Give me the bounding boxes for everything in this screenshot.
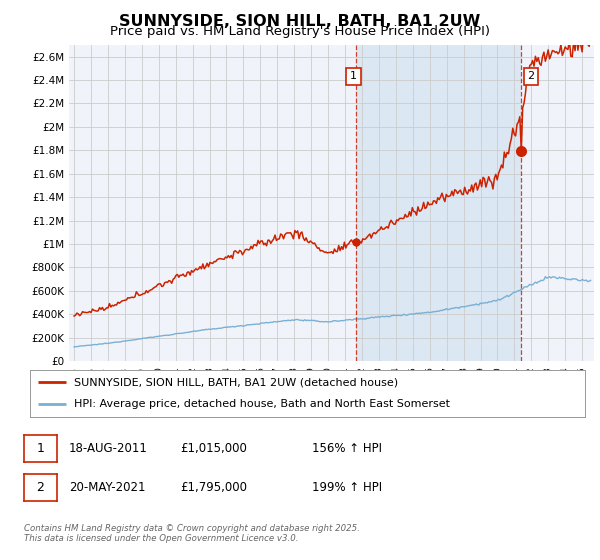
Text: 18-AUG-2011: 18-AUG-2011	[69, 442, 148, 455]
Text: 20-MAY-2021: 20-MAY-2021	[69, 481, 146, 494]
Text: 156% ↑ HPI: 156% ↑ HPI	[312, 442, 382, 455]
Text: 2: 2	[527, 72, 535, 81]
Text: 199% ↑ HPI: 199% ↑ HPI	[312, 481, 382, 494]
Text: SUNNYSIDE, SION HILL, BATH, BA1 2UW (detached house): SUNNYSIDE, SION HILL, BATH, BA1 2UW (det…	[74, 377, 398, 388]
Text: 1: 1	[37, 442, 44, 455]
Text: £1,015,000: £1,015,000	[180, 442, 247, 455]
Text: HPI: Average price, detached house, Bath and North East Somerset: HPI: Average price, detached house, Bath…	[74, 399, 451, 409]
Text: £1,795,000: £1,795,000	[180, 481, 247, 494]
Text: 1: 1	[350, 72, 356, 81]
Text: SUNNYSIDE, SION HILL, BATH, BA1 2UW: SUNNYSIDE, SION HILL, BATH, BA1 2UW	[119, 14, 481, 29]
Text: 2: 2	[37, 481, 44, 494]
Text: Price paid vs. HM Land Registry's House Price Index (HPI): Price paid vs. HM Land Registry's House …	[110, 25, 490, 38]
Text: Contains HM Land Registry data © Crown copyright and database right 2025.
This d: Contains HM Land Registry data © Crown c…	[24, 524, 360, 543]
Bar	[356, 45, 521, 361]
